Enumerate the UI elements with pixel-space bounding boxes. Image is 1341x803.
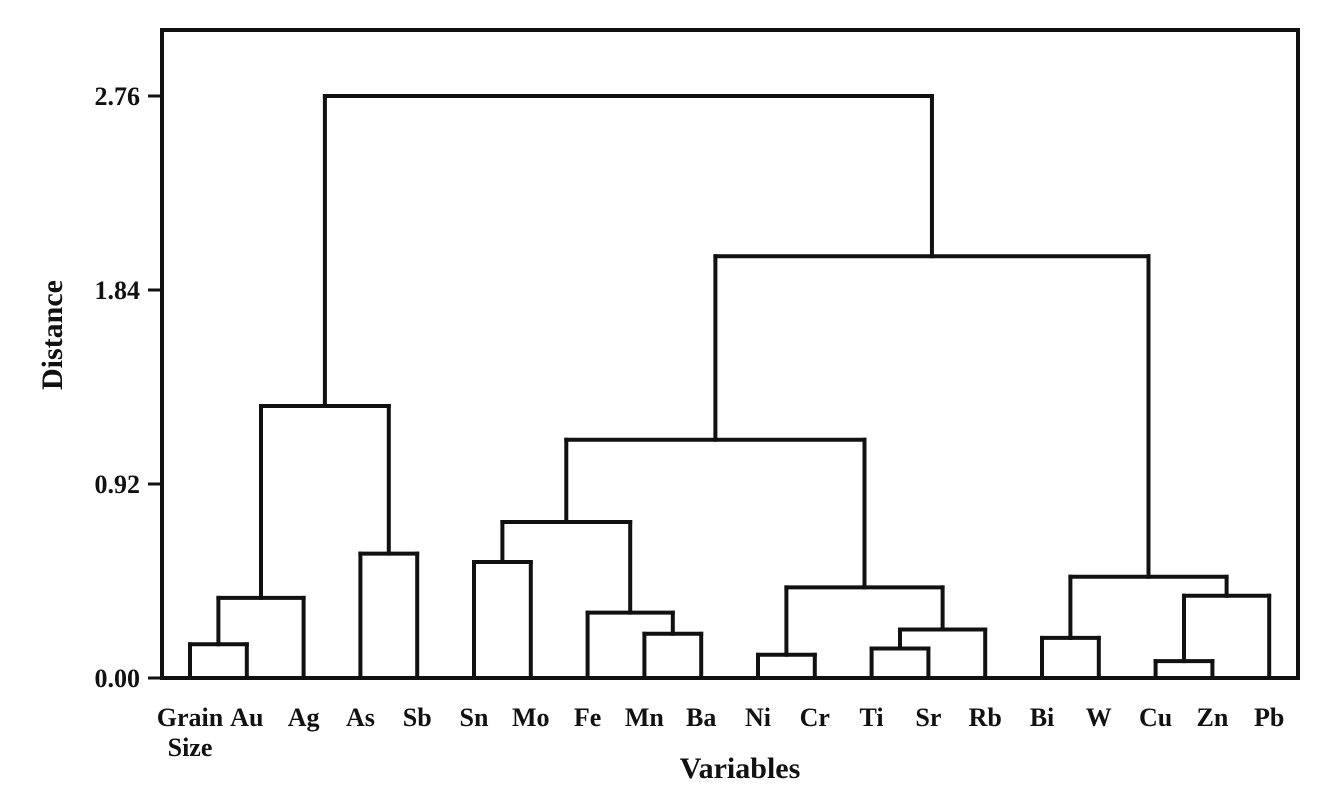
- leaf-label: As: [346, 703, 375, 732]
- y-tick-label: 0.92: [95, 470, 141, 499]
- y-tick-label: 1.84: [95, 276, 141, 305]
- leaf-label: Bi: [1030, 703, 1055, 732]
- leaf-label: W: [1086, 703, 1112, 732]
- leaf-label: Sr: [915, 703, 941, 732]
- leaf-label: Mo: [512, 703, 550, 732]
- leaf-label: Ba: [686, 703, 716, 732]
- plot-frame: [160, 28, 1300, 680]
- leaf-label: Zn: [1196, 703, 1228, 732]
- y-axis-ticks: 0.00 0.92 1.84 2.76: [95, 82, 162, 693]
- leaf-label: Sb: [403, 703, 432, 732]
- leaf-label: Sn: [460, 703, 489, 732]
- leaf-label: Ti: [860, 703, 884, 732]
- leaf-label: Cr: [800, 703, 830, 732]
- leaf-label: Rb: [969, 703, 1002, 732]
- leaf-label: Au: [230, 703, 263, 732]
- x-axis-title: Variables: [680, 752, 801, 785]
- leaf-label: Pb: [1254, 703, 1284, 732]
- leaf-label: Mn: [625, 703, 665, 732]
- dendrogram-links: [188, 94, 1272, 680]
- y-tick-label: 0.00: [95, 664, 141, 693]
- y-axis-title: Distance: [36, 280, 69, 390]
- leaf-label: Ni: [745, 703, 771, 732]
- leaf-label: Fe: [574, 703, 601, 732]
- leaf-label: Ag: [288, 703, 320, 732]
- leaf-label: Grain Size: [157, 703, 224, 762]
- leaf-label: Cu: [1139, 703, 1172, 732]
- y-tick-label: 2.76: [95, 82, 141, 111]
